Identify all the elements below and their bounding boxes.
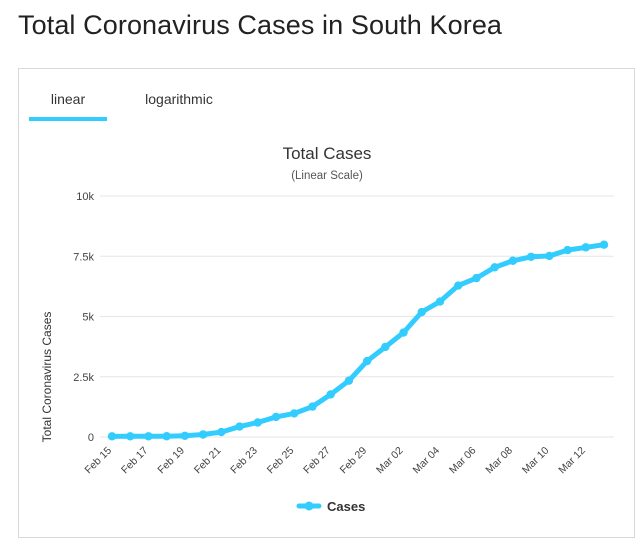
data-point[interactable] <box>271 412 281 422</box>
y-tick-label: 7.5k <box>73 251 94 263</box>
data-point[interactable] <box>435 297 445 306</box>
x-axis-tick-labels: Feb 15 Feb 17 Feb 19 Feb 21 Feb 23 Feb 25 Feb … <box>83 445 588 477</box>
legend[interactable]: Cases <box>296 499 365 514</box>
data-point[interactable] <box>490 263 499 272</box>
x-tick-label: Mar 08 <box>483 445 515 477</box>
y-tick-label: 10k <box>76 191 94 203</box>
chart-panel: linear logarithmic Total Cases (Linear S… <box>18 68 635 538</box>
data-point[interactable] <box>217 427 226 437</box>
x-tick-label: Feb 19 <box>155 445 187 477</box>
x-tick-label: Feb 21 <box>192 445 224 477</box>
y-tick-label: 0 <box>88 432 94 444</box>
data-point[interactable] <box>545 251 554 261</box>
data-point[interactable] <box>508 256 518 265</box>
x-tick-label: Feb 27 <box>301 445 333 477</box>
chart-subtitle: (Linear Scale) <box>291 170 363 182</box>
data-point[interactable] <box>381 342 390 352</box>
scale-tabs: linear logarithmic <box>29 83 629 121</box>
data-point[interactable] <box>344 376 354 385</box>
data-point[interactable] <box>526 252 536 261</box>
x-tick-label: Mar 02 <box>374 445 406 477</box>
data-point[interactable] <box>162 432 171 441</box>
gridlines <box>100 195 614 438</box>
data-point[interactable] <box>107 432 117 441</box>
data-point[interactable] <box>126 432 135 441</box>
x-tick-label: Mar 10 <box>520 445 552 477</box>
data-point[interactable] <box>180 431 190 440</box>
x-tick-label: Feb 15 <box>83 445 115 477</box>
total-cases-chart: Total Cases (Linear Scale) Total Coronav… <box>40 144 614 514</box>
data-point[interactable] <box>198 430 208 439</box>
x-tick-label: Feb 25 <box>265 445 297 477</box>
page-title: Total Coronavirus Cases in South Korea <box>18 10 503 40</box>
data-point[interactable] <box>326 390 335 399</box>
data-point[interactable] <box>472 273 481 283</box>
x-tick-label: Mar 12 <box>556 445 588 477</box>
data-point[interactable] <box>144 432 153 441</box>
data-point[interactable] <box>235 422 244 431</box>
legend-marker <box>304 501 314 511</box>
tab-linear[interactable]: linear <box>50 91 86 107</box>
y-axis-title: Total Coronavirus Cases <box>40 312 54 443</box>
active-tab-indicator <box>29 117 107 121</box>
data-point[interactable] <box>253 418 262 427</box>
x-tick-label: Mar 04 <box>411 445 443 477</box>
data-point[interactable] <box>454 281 463 290</box>
data-point[interactable] <box>362 356 372 366</box>
legend-label[interactable]: Cases <box>327 499 365 514</box>
x-tick-label: Mar 06 <box>447 445 479 477</box>
data-point[interactable] <box>581 243 590 252</box>
chart-container: Total Cases (Linear Scale) Total Coronav… <box>19 129 636 539</box>
tab-logarithmic[interactable]: logarithmic <box>145 91 213 107</box>
x-tick-label: Feb 29 <box>338 445 370 477</box>
series-cases <box>107 240 609 441</box>
data-point[interactable] <box>417 307 426 317</box>
data-point[interactable] <box>308 402 317 411</box>
y-axis-tick-labels: 0 2.5k 5k 7.5k 10k <box>73 191 94 444</box>
data-point[interactable] <box>599 240 609 249</box>
x-tick-label: Feb 17 <box>119 445 151 477</box>
x-tick-label: Feb 23 <box>228 445 260 477</box>
y-tick-label: 5k <box>82 312 94 324</box>
chart-title: Total Cases <box>283 144 372 163</box>
data-point[interactable] <box>399 328 408 337</box>
series-line <box>109 242 607 439</box>
data-point[interactable] <box>290 409 299 418</box>
data-point[interactable] <box>563 245 572 255</box>
y-tick-label: 2.5k <box>73 372 94 384</box>
